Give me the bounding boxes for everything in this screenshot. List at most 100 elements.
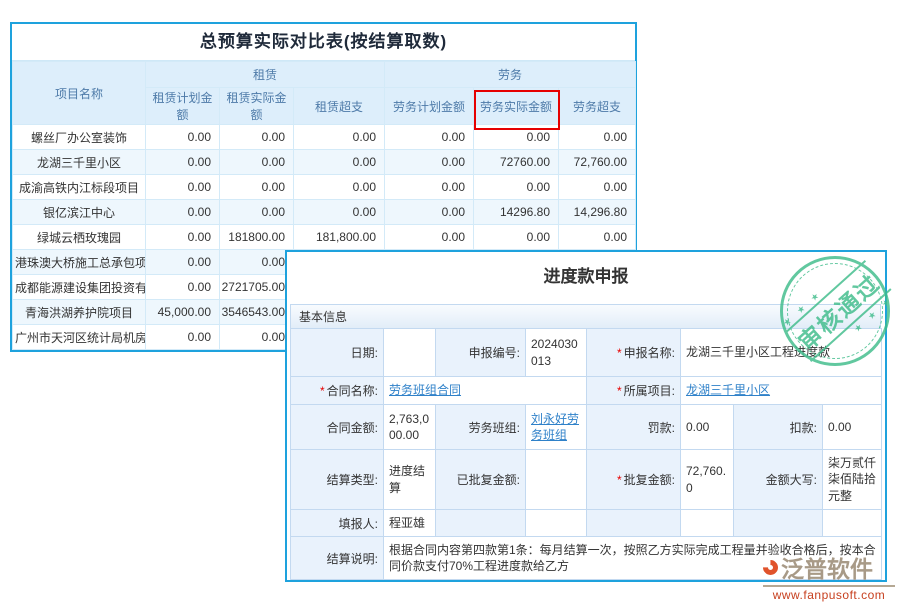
rental-plan-cell: 0.00 [145,199,220,225]
rental-actual-link[interactable]: 0.00 [219,149,294,175]
project-label: * 所属项目: [586,376,681,405]
labor-plan-cell: 0.00 [384,224,475,250]
rental-actual-link[interactable]: 0.00 [219,199,294,225]
labor-team-label: 劳务班组: [435,404,526,450]
labor-plan-cell: 0.00 [384,174,475,200]
declaration-no-label: 申报编号: [435,328,526,377]
empty-value-cell [680,509,734,537]
empty-value-cell [822,509,882,537]
rental-plan-cell: 0.00 [145,274,220,300]
labor-plan-cell: 0.00 [384,199,475,225]
rental-overrun-cell: 0.00 [292,149,386,175]
approved-amount-done-label: 已批复金额: [435,449,526,510]
settlement-type-label: 结算类型: [290,449,384,510]
labor-actual-link[interactable]: 0.00 [473,174,560,200]
rental-plan-cell: 0.00 [145,174,220,200]
rental-overrun-cell: 181,800.00 [292,224,386,250]
labor-overrun-cell: 14,296.80 [558,199,637,225]
dialog-title: 进度款申报 [543,267,629,286]
required-mark: * [616,346,622,360]
col-header-rental-overrun: 租赁超支 [292,87,386,125]
settlement-note-value: 根据合同内容第四款第1条：每月结算一次，按照乙方实际完成工程量并验收合格后，按本… [383,536,882,580]
project-name-link[interactable]: 成都能源建设集团投资有限 [12,274,146,300]
vendor-watermark: 泛普软件 www.fanpusoft.com [759,550,895,602]
deduction-label: 扣款: [733,404,823,450]
rental-plan-cell: 0.00 [145,124,220,150]
table-row: 绿城云栖玫瑰园 0.00 181800.00 181,800.00 0.00 0… [12,224,637,250]
labor-overrun-cell: 0.00 [558,124,637,150]
settlement-note-label: 结算说明: [290,536,384,580]
rental-plan-cell: 0.00 [145,149,220,175]
labor-plan-cell: 0.00 [384,124,475,150]
col-header-labor-plan: 劳务计划金额 [384,87,475,125]
project-name-link[interactable]: 龙湖三千里小区 [12,149,146,175]
rental-actual-link[interactable]: 0.00 [219,174,294,200]
col-header-labor-actual: 劳务实际金额 [473,87,560,125]
contract-name-label: * 合同名称: [290,376,384,405]
approved-amount-value: 72,760.0 [680,449,734,510]
project-name-link[interactable]: 绿城云栖玫瑰园 [12,224,146,250]
approval-stamp: ★ ★ ★ 审核通过 ★ ★ ★ [780,256,895,366]
rental-plan-cell: 45,000.00 [145,299,220,325]
amount-in-words-value: 柒万贰仟柒佰陆拾元整 [822,449,882,510]
labor-overrun-cell: 72,760.00 [558,149,637,175]
required-mark: * [319,384,325,398]
rental-overrun-cell: 0.00 [292,199,386,225]
rental-actual-link[interactable]: 2721705.00 [219,274,294,300]
labor-overrun-cell: 0.00 [558,174,637,200]
rental-plan-cell: 0.00 [145,324,220,350]
penalty-label: 罚款: [586,404,681,450]
empty-label-cell [586,509,681,537]
table-row: 成渝高铁内江标段项目 0.00 0.00 0.00 0.00 0.00 0.00 [12,174,637,200]
project-name-link[interactable]: 广州市天河区统计局机房改 [12,324,146,350]
project-name-link[interactable]: 螺丝厂办公室装饰 [12,124,146,150]
group-header-rental: 租赁 [144,61,386,88]
labor-actual-link[interactable]: 0.00 [473,224,560,250]
penalty-value: 0.00 [680,404,734,450]
required-mark: * [616,384,622,398]
table-row: 龙湖三千里小区 0.00 0.00 0.00 0.00 72760.00 72,… [12,149,637,175]
date-value [383,328,436,377]
project-name-link[interactable]: 港珠澳大桥施工总承包项目 [12,249,146,275]
rental-actual-link[interactable]: 3546543.00 [219,299,294,325]
filler-value: 程亚雄 [383,509,436,537]
stamp-inner-circle [787,263,883,359]
rental-actual-link[interactable]: 0.00 [219,124,294,150]
stamp-outer-circle: ★ ★ ★ 审核通过 ★ ★ ★ [780,256,895,366]
table-row: 银亿滨江中心 0.00 0.00 0.00 0.00 14296.80 14,2… [12,199,637,225]
rental-plan-cell: 0.00 [145,249,220,275]
vendor-brand-name: 泛普软件 [781,556,873,582]
empty-label-cell [435,509,526,537]
rental-overrun-cell: 0.00 [292,174,386,200]
rental-actual-link[interactable]: 0.00 [219,249,294,275]
labor-team-link[interactable]: 刘永好劳务班组 [525,404,587,450]
deduction-value: 0.00 [822,404,882,450]
budget-table-title: 总预算实际对比表(按结算取数) [12,24,635,61]
project-name-link[interactable]: 银亿滨江中心 [12,199,146,225]
approved-amount-done-value [525,449,587,510]
contract-name-link[interactable]: 劳务班组合同 [383,376,587,405]
date-label: 日期: [290,328,384,377]
project-link[interactable]: 龙湖三千里小区 [680,376,882,405]
col-header-rental-plan: 租赁计划金额 [145,87,220,125]
rental-actual-link[interactable]: 0.00 [219,324,294,350]
labor-actual-link[interactable]: 72760.00 [473,149,560,175]
vendor-url: www.fanpusoft.com [763,585,895,602]
approved-amount-label: * 批复金额: [586,449,681,510]
group-header-labor: 劳务 [384,61,637,88]
project-name-link[interactable]: 青海洪湖养护院项目 [12,299,146,325]
labor-plan-cell: 0.00 [384,149,475,175]
highlight-box-labor-actual [474,90,560,130]
col-header-project: 项目名称 [12,61,146,125]
rental-actual-link[interactable]: 181800.00 [219,224,294,250]
labor-overrun-cell: 0.00 [558,224,637,250]
col-header-labor-overrun: 劳务超支 [558,87,637,125]
empty-label-cell [733,509,823,537]
project-name-link[interactable]: 成渝高铁内江标段项目 [12,174,146,200]
rental-plan-cell: 0.00 [145,224,220,250]
labor-actual-link[interactable]: 14296.80 [473,199,560,225]
declaration-name-label: * 申报名称: [586,328,681,377]
settlement-type-value: 进度结算 [383,449,436,510]
contract-amount-value: 2,763,000.00 [383,404,436,450]
amount-in-words-label: 金额大写: [733,449,823,510]
